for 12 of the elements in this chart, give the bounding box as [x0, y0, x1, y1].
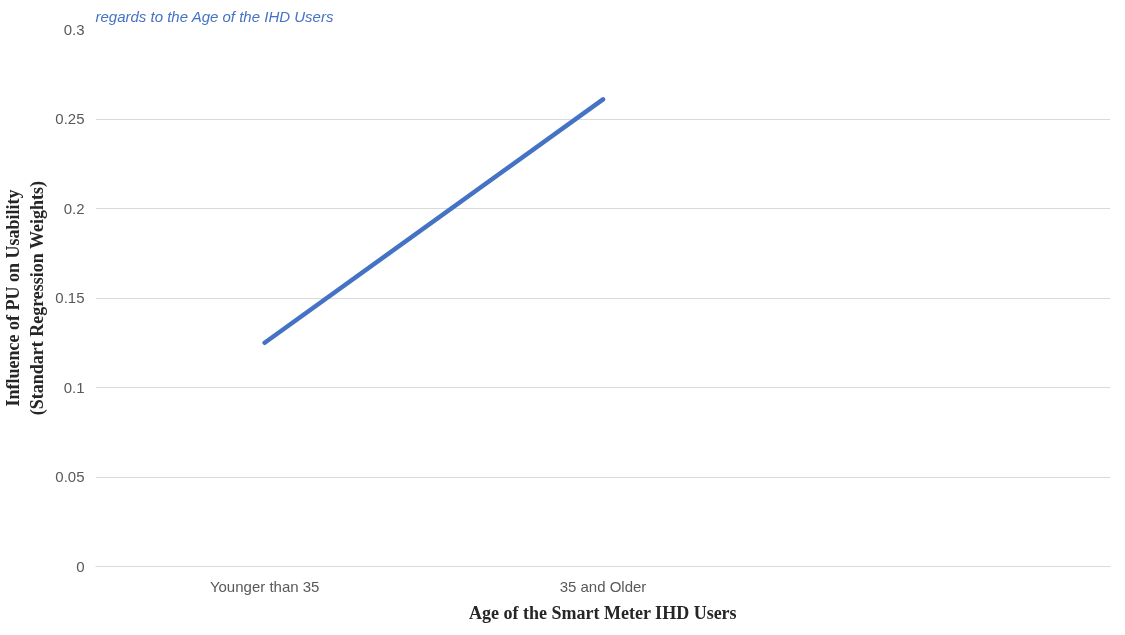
y-tick-label: 0.25: [55, 110, 85, 127]
y-tick-label: 0: [76, 557, 85, 575]
chart-title: regards to the Age of the IHD Users: [95, 7, 334, 25]
y-tick-label: 0.3: [63, 20, 85, 38]
y-tick-label: 0.1: [63, 378, 85, 396]
y-tick-label: 0.15: [55, 289, 85, 306]
x-tick-label: 35 and Older: [559, 577, 647, 595]
y-axis-title: Influence of PU on Usability (Standart Regression Weights): [3, 180, 49, 416]
x-axis-title: Age of the Smart Meter IHD Users: [469, 602, 737, 623]
x-tick-label: Younger than 35: [209, 577, 320, 595]
y-tick-label: 0.05: [55, 468, 85, 485]
y-tick-label: 0.2: [63, 199, 85, 217]
